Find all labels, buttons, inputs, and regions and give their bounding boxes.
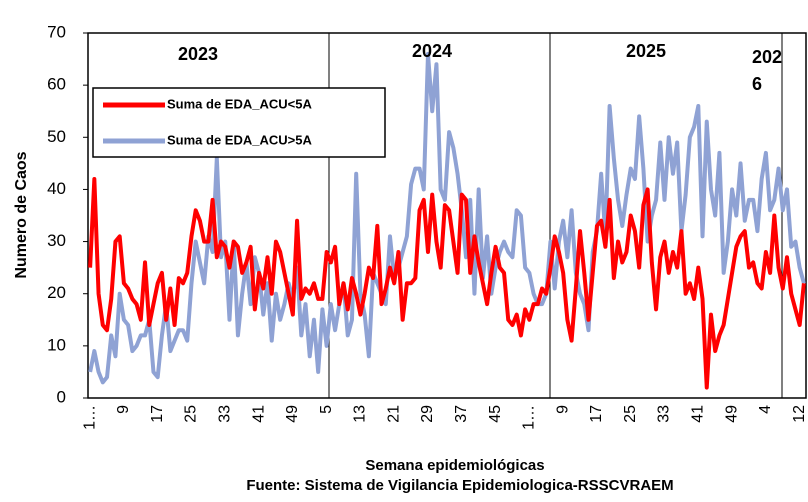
y-tick-label: 10: [47, 335, 66, 354]
y-tick-label: 30: [47, 231, 66, 250]
year-label: 2026: [752, 47, 783, 94]
x-tick-label: 17: [588, 405, 605, 423]
x-tick-label: 49: [284, 405, 301, 423]
x-tick-label: 37: [453, 405, 470, 423]
x-tick-label: 1…: [81, 405, 98, 430]
y-tick-label: 60: [47, 75, 66, 94]
series-line: [88, 177, 806, 390]
year-label: 2024: [412, 41, 453, 61]
x-tick-label: 21: [385, 405, 402, 423]
y-tick-label: 0: [57, 387, 66, 406]
x-tick-label: 12: [791, 405, 808, 423]
year-label: 2023: [178, 44, 219, 64]
x-tick-label: 49: [723, 405, 740, 423]
x-tick-label: 29: [419, 405, 436, 423]
x-tick-label: 1…: [521, 405, 538, 430]
x-tick-label: 25: [183, 405, 200, 423]
x-tick-label: 5: [318, 405, 335, 414]
source: Fuente: Sistema de Vigilancia Epidemiolo…: [246, 477, 673, 494]
x-tick-label: 9: [115, 405, 132, 414]
x-tick-label: 45: [487, 405, 504, 423]
y-tick-label: 20: [47, 283, 66, 302]
year-label: 2025: [626, 41, 667, 61]
y-tick-label: 70: [47, 22, 66, 41]
x-tick-label: 9: [554, 405, 571, 414]
legend-box: [92, 87, 386, 158]
y-axis-label: Numero de Caos: [13, 151, 30, 278]
x-axis-label: Semana epidemiológicas: [365, 457, 544, 474]
legend-label: Suma de EDA_ACU<5A: [167, 96, 312, 111]
x-tick-label: 4: [757, 405, 774, 414]
x-tick-label: 41: [250, 405, 267, 423]
x-tick-label: 33: [656, 405, 673, 423]
x-tick-label: 41: [690, 405, 707, 423]
x-tick-label: 17: [149, 405, 166, 423]
y-tick-label: 50: [47, 127, 66, 146]
x-tick-label: 33: [216, 405, 233, 423]
legend-label: Suma de EDA_ACU>5A: [167, 132, 312, 147]
x-tick-label: 13: [352, 405, 369, 423]
x-tick-label: 25: [622, 405, 639, 423]
y-tick-label: 40: [47, 179, 66, 198]
